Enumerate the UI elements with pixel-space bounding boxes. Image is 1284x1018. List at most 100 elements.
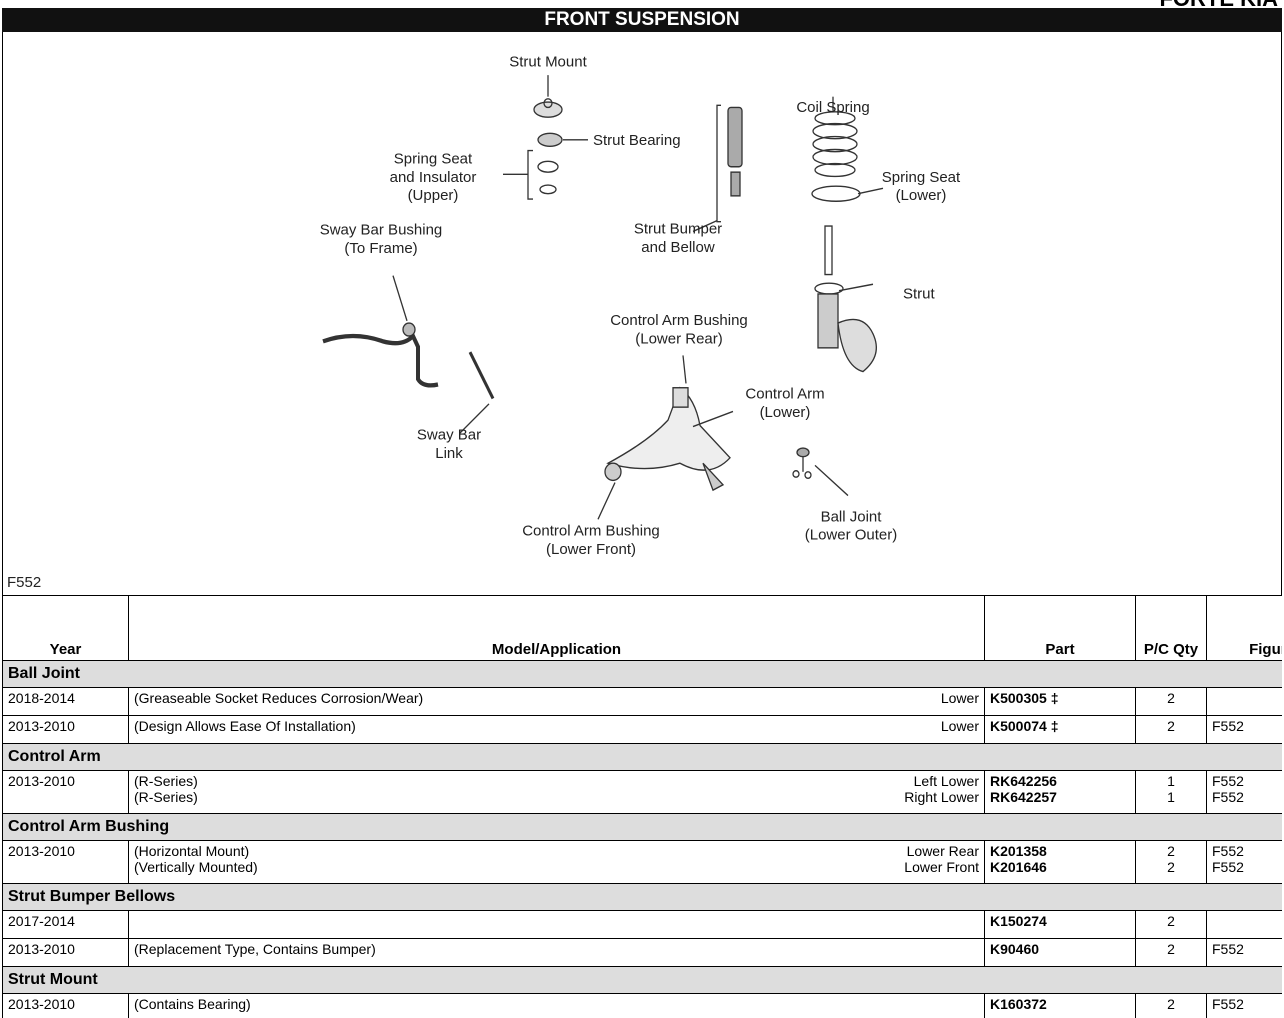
section-row: Control Arm xyxy=(2,743,1282,771)
callout-label: Sway Bar Bushing xyxy=(320,222,443,239)
position: Right Lower xyxy=(904,789,979,805)
column-header: Model/Application xyxy=(128,595,985,661)
part-line: K150274 xyxy=(990,913,1047,929)
qty: 2 xyxy=(1135,993,1207,1018)
application-line: (R-Series) Right Lower xyxy=(134,789,979,805)
data-row: 2013-2010 (Horizontal Mount) Lower Rear (Ve… xyxy=(2,840,1282,884)
callout-label: and Bellow xyxy=(641,239,715,256)
figure xyxy=(1206,910,1282,939)
note: (Greaseable Socket Reduces Corrosion/Wea… xyxy=(134,690,424,706)
data-row: 2013-2010 (Contains Bearing) K160372 2 F552 xyxy=(2,993,1282,1018)
qty: 2 xyxy=(1135,715,1207,744)
part-line: RK642256 xyxy=(990,773,1057,789)
figure-line: F552 xyxy=(1212,843,1244,859)
application-line: (Greaseable Socket Reduces Corrosion/Wea… xyxy=(134,690,979,706)
callout-label: Control Arm xyxy=(745,386,824,403)
figure: F552 F552 xyxy=(1206,770,1282,814)
column-header: P/C Qty xyxy=(1135,595,1207,661)
data-row: 2018-2014 (Greaseable Socket Reduces Corr… xyxy=(2,687,1282,716)
callout-label: Strut Mount xyxy=(509,53,587,70)
data-row: 2013-2010 (Replacement Type, Contains Bum… xyxy=(2,938,1282,967)
position: Lower xyxy=(940,718,979,734)
application-line: (R-Series) Left Lower xyxy=(134,773,979,789)
callout-label: (Lower Front) xyxy=(546,541,636,558)
note: (Design Allows Ease Of Installation) xyxy=(134,718,356,734)
application: (R-Series) Left Lower (R-Series) Right Lowe… xyxy=(128,770,985,814)
application: (Horizontal Mount) Lower Rear (Vertically … xyxy=(128,840,985,884)
part-line: K90460 xyxy=(990,941,1040,957)
year: 2013-2010 xyxy=(2,993,129,1018)
section-title: Ball Joint xyxy=(2,660,1282,688)
section-title: Strut Bumper Bellows xyxy=(2,883,1282,911)
section-row: Strut Mount xyxy=(2,966,1282,994)
figure: F552 F552 xyxy=(1206,840,1282,884)
section-row: Strut Bumper Bellows xyxy=(2,883,1282,911)
callout-label: Sway Bar xyxy=(417,426,481,443)
data-row: 2013-2010 (R-Series) Left Lower (R-Series) R… xyxy=(2,770,1282,814)
position: Lower Rear xyxy=(906,843,979,859)
callout-label: Coil Spring xyxy=(796,99,869,116)
part: K500074 ‡ xyxy=(984,715,1136,744)
figure: F552 xyxy=(1206,715,1282,744)
year: 2018-2014 xyxy=(2,687,129,716)
part: K500305 ‡ xyxy=(984,687,1136,716)
part: K150274 xyxy=(984,910,1136,939)
figure: F552 xyxy=(1206,938,1282,967)
application xyxy=(128,910,985,939)
qty-line: 2 xyxy=(1167,859,1175,875)
callout-label: Spring Seat xyxy=(882,169,961,186)
figure-id: F552 xyxy=(7,574,41,591)
position: Lower xyxy=(940,690,979,706)
application-line: (Design Allows Ease Of Installation) Lowe… xyxy=(134,718,979,734)
corner-label: FORTE KIA xyxy=(1159,0,1278,12)
callout-label: (Lower Outer) xyxy=(805,527,898,544)
part-line: K201358 xyxy=(990,843,1047,859)
callout-label: (To Frame) xyxy=(344,240,417,257)
section-row: Ball Joint xyxy=(2,660,1282,688)
application: (Contains Bearing) xyxy=(128,993,985,1018)
callout-label: (Lower) xyxy=(896,187,947,204)
part-line: K500074 ‡ xyxy=(990,718,1059,734)
part-line: RK642257 xyxy=(990,789,1057,805)
callout-label: Control Arm Bushing xyxy=(610,312,748,329)
column-header: Part xyxy=(984,595,1136,661)
part-line: K500305 ‡ xyxy=(990,690,1059,706)
qty-line: 2 xyxy=(1167,913,1175,929)
callout-label: and Insulator xyxy=(390,169,477,186)
figure-line: F552 xyxy=(1212,789,1244,805)
part-drawings xyxy=(322,75,884,520)
application-line: (Replacement Type, Contains Bumper) xyxy=(134,941,979,957)
qty-line: 1 xyxy=(1167,773,1175,789)
qty: 2 xyxy=(1135,910,1207,939)
part-line: K160372 xyxy=(990,996,1047,1012)
diagram: Strut Mount Strut Bearing Spring Seat and I… xyxy=(2,32,1282,595)
note: (Vertically Mounted) xyxy=(134,859,258,875)
application-line: (Horizontal Mount) Lower Rear xyxy=(134,843,979,859)
section-title: FRONT SUSPENSION xyxy=(2,8,1282,32)
note: (R-Series) xyxy=(134,773,198,789)
callout-label: Strut Bearing xyxy=(593,132,681,149)
position: Left Lower xyxy=(913,773,979,789)
part: K201358 K201646 xyxy=(984,840,1136,884)
figure-line: F552 xyxy=(1212,859,1244,875)
callout-label: Ball Joint xyxy=(821,508,883,525)
qty-line: 2 xyxy=(1167,941,1175,957)
figure-line: F552 xyxy=(1212,996,1244,1012)
callout-label: (Upper) xyxy=(408,187,459,204)
application: (Replacement Type, Contains Bumper) xyxy=(128,938,985,967)
application-line: (Vertically Mounted) Lower Front xyxy=(134,859,979,875)
figure-line: F552 xyxy=(1212,773,1244,789)
year: 2013-2010 xyxy=(2,715,129,744)
qty-line: 2 xyxy=(1167,996,1175,1012)
callout-label: Strut xyxy=(903,285,936,302)
qty: 2 xyxy=(1135,938,1207,967)
figure-line xyxy=(1212,913,1282,929)
column-header: Year xyxy=(2,595,129,661)
note: (Contains Bearing) xyxy=(134,996,251,1012)
year: 2013-2010 xyxy=(2,938,129,967)
